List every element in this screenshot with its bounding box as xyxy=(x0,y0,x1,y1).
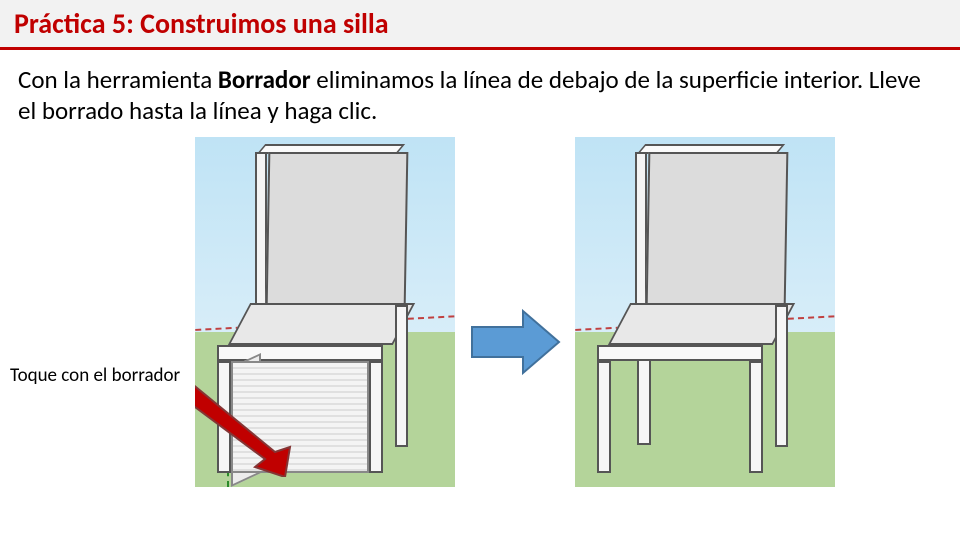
chair-leg-front-right xyxy=(749,361,763,473)
figure-row: Toque con el borrador xyxy=(0,137,960,487)
chair-seat-front xyxy=(217,345,383,361)
eraser-caption: Toque con el borrador xyxy=(10,364,180,387)
caption-column: Toque con el borrador xyxy=(10,235,185,388)
chair-before-panel xyxy=(195,137,455,487)
slide-title: Práctica 5: Construimos una silla xyxy=(14,6,946,41)
paragraph-bold: Borrador xyxy=(218,64,311,95)
chair-leg-front-right xyxy=(369,361,383,473)
chair-leg-back-right xyxy=(775,305,788,447)
chair-seat-top xyxy=(228,303,415,345)
chair-leg-front-left xyxy=(217,361,231,473)
block-arrow-right-icon xyxy=(468,307,563,377)
title-bar: Práctica 5: Construimos una silla xyxy=(0,0,960,50)
chair-seat-front xyxy=(597,345,763,361)
chair-back-board xyxy=(646,152,789,307)
chair-seat-top xyxy=(608,303,795,345)
blocked-front-face xyxy=(231,361,369,473)
chair-leg-front-left xyxy=(597,361,611,473)
transition-arrow-container xyxy=(465,137,565,487)
body-paragraph: Con la herramienta Borrador eliminamos l… xyxy=(0,50,960,137)
chair-leg-back-left xyxy=(637,347,651,445)
paragraph-pre: Con la herramienta xyxy=(18,64,218,95)
chair-back-board xyxy=(266,152,409,307)
chair-leg-back-right xyxy=(395,305,408,447)
chair-after-panel xyxy=(575,137,835,487)
